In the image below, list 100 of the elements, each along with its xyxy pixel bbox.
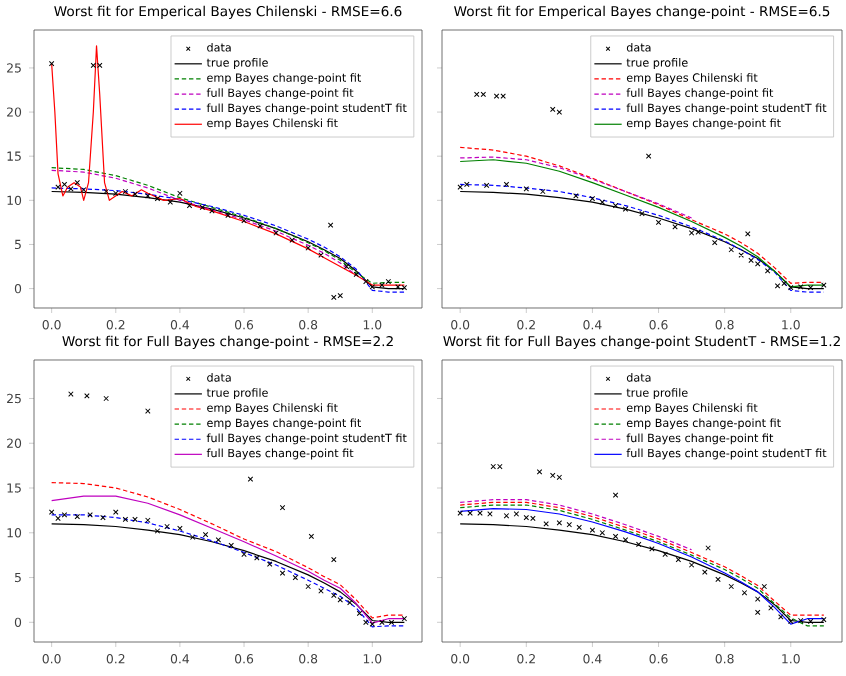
- point: [540, 188, 546, 195]
- point: [635, 541, 642, 548]
- point: [122, 516, 129, 523]
- point: [655, 219, 662, 226]
- point: [279, 570, 286, 576]
- point: [464, 181, 470, 188]
- line-series: [51, 167, 405, 284]
- point: [363, 278, 369, 285]
- point: [347, 599, 353, 606]
- point: [688, 230, 695, 236]
- point: [254, 555, 260, 561]
- point: [768, 605, 774, 611]
- point: [305, 583, 311, 590]
- point: [523, 186, 530, 192]
- point: [612, 492, 619, 498]
- point: [363, 619, 369, 626]
- point: [473, 91, 480, 98]
- point: [61, 512, 68, 518]
- point: [490, 463, 497, 470]
- point: [754, 609, 761, 616]
- point: [132, 516, 138, 523]
- point: [100, 514, 106, 521]
- point: [573, 193, 579, 199]
- point: [788, 284, 794, 291]
- point: [781, 280, 787, 287]
- point: [154, 195, 161, 202]
- point: [177, 190, 183, 197]
- point: [589, 195, 596, 202]
- point: [113, 190, 119, 197]
- point: [715, 576, 721, 583]
- point: [241, 551, 247, 558]
- point: [145, 193, 151, 199]
- point: [797, 284, 804, 290]
- point: [645, 153, 652, 159]
- point: [145, 408, 151, 414]
- point: [797, 617, 804, 624]
- point: [761, 583, 768, 590]
- point: [177, 525, 183, 532]
- point: [308, 533, 315, 540]
- point: [103, 188, 109, 195]
- point: [74, 513, 81, 520]
- point: [167, 199, 174, 205]
- point: [599, 199, 606, 205]
- point: [688, 562, 695, 568]
- point: [741, 590, 748, 596]
- point: [353, 271, 360, 278]
- point: [774, 283, 781, 289]
- point: [215, 537, 222, 543]
- point: [612, 533, 619, 540]
- point: [705, 545, 711, 551]
- point: [68, 391, 74, 397]
- point: [543, 521, 549, 527]
- point: [549, 106, 556, 113]
- point: [48, 509, 55, 515]
- point: [379, 282, 385, 288]
- point: [754, 596, 761, 602]
- point: [209, 208, 215, 214]
- point: [500, 93, 506, 99]
- point: [530, 515, 536, 522]
- point: [369, 621, 376, 627]
- point: [225, 212, 231, 219]
- point: [764, 268, 771, 274]
- point: [331, 556, 337, 563]
- point: [622, 537, 629, 543]
- point: [55, 515, 61, 522]
- point: [68, 186, 74, 192]
- point: [662, 551, 668, 558]
- point: [96, 62, 103, 69]
- point: [556, 109, 563, 115]
- point: [503, 181, 510, 188]
- point: [331, 592, 337, 599]
- point: [728, 246, 735, 253]
- line-series: [51, 169, 357, 276]
- point: [748, 257, 754, 264]
- point: [48, 60, 55, 67]
- point: [132, 191, 138, 197]
- point: [343, 263, 350, 270]
- point: [467, 510, 473, 516]
- point: [369, 284, 376, 290]
- point: [305, 245, 311, 251]
- point: [702, 569, 708, 575]
- point: [649, 546, 655, 552]
- point: [493, 93, 500, 99]
- point: [754, 261, 761, 267]
- point: [745, 231, 751, 237]
- point: [87, 512, 93, 518]
- point: [566, 521, 573, 528]
- point: [728, 583, 735, 590]
- point: [622, 206, 629, 212]
- point: [164, 523, 170, 530]
- point: [599, 530, 606, 536]
- point: [807, 618, 814, 625]
- point: [480, 91, 487, 98]
- point: [556, 520, 563, 526]
- point: [388, 619, 395, 626]
- point: [273, 230, 279, 236]
- point: [289, 237, 295, 243]
- point: [257, 223, 263, 229]
- point: [738, 252, 744, 258]
- point: [483, 182, 490, 189]
